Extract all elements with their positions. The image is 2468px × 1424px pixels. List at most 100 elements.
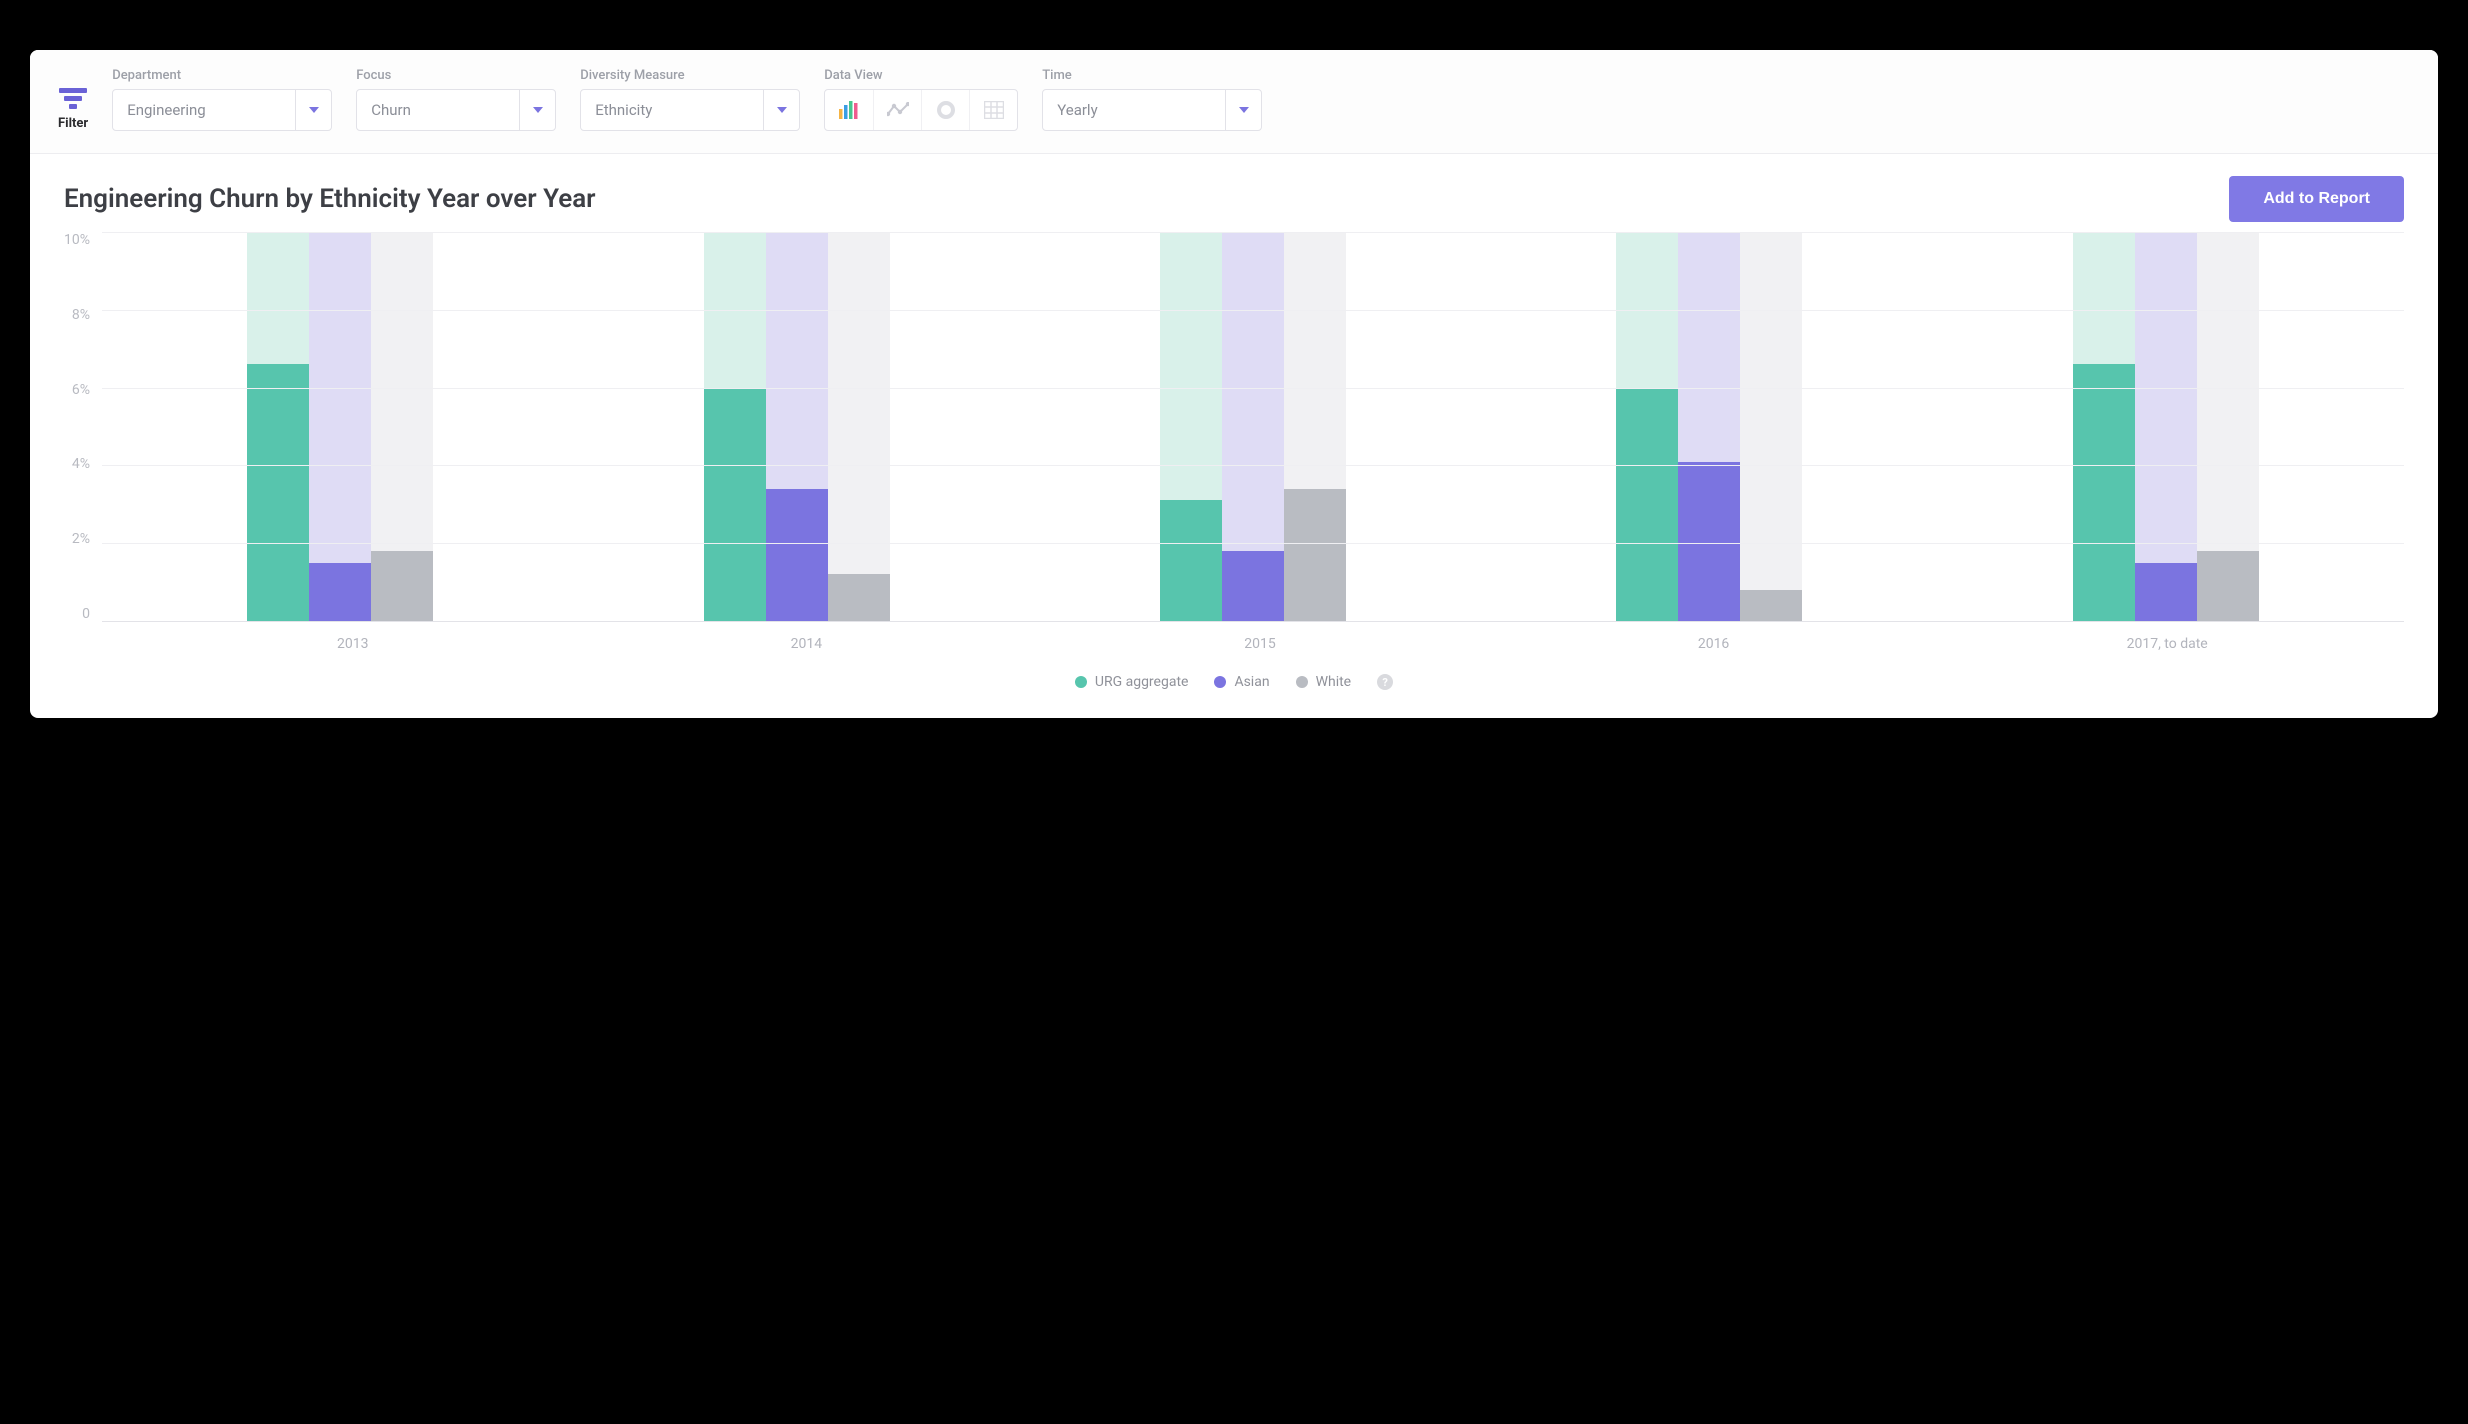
bar — [2135, 563, 2197, 621]
legend-label: URG aggregate — [1095, 674, 1189, 690]
bar-group — [704, 232, 890, 621]
bar-groups — [102, 232, 2404, 621]
legend-swatch — [1296, 676, 1308, 688]
bar — [1284, 489, 1346, 621]
bar-column — [704, 232, 766, 621]
chart-container: Engineering Churn by Ethnicity Year over… — [30, 154, 2438, 718]
x-tick-label: 2015 — [1167, 636, 1353, 652]
bar-column — [1160, 232, 1222, 621]
chevron-down-icon — [763, 90, 799, 130]
y-tick-label: 10% — [64, 232, 90, 248]
bar — [766, 489, 828, 621]
bar-chart-icon — [839, 101, 859, 119]
focus-select-value: Churn — [357, 90, 519, 130]
y-tick-label: 0 — [82, 606, 90, 622]
department-select-value: Engineering — [113, 90, 295, 130]
legend-item: URG aggregate — [1075, 674, 1189, 690]
legend-item: White — [1296, 674, 1352, 690]
table-icon — [984, 101, 1004, 119]
y-tick-label: 8% — [72, 307, 90, 323]
chart-plot — [102, 232, 2404, 622]
bar — [2197, 551, 2259, 621]
filter-icon — [59, 88, 87, 110]
donut-chart-icon — [936, 100, 956, 120]
chart-body: 10% 8% 6% 4% 2% 0 — [64, 232, 2404, 622]
filter-time-label: Time — [1042, 68, 1262, 83]
bar — [704, 388, 766, 621]
diversity-select[interactable]: Ethnicity — [580, 89, 800, 131]
bar-column — [309, 232, 371, 621]
add-to-report-button[interactable]: Add to Report — [2229, 176, 2404, 222]
legend-help-icon[interactable]: ? — [1377, 674, 1393, 690]
filter-focus: Focus Churn — [356, 68, 556, 131]
filter-diversity-label: Diversity Measure — [580, 68, 800, 83]
filter-department-label: Department — [112, 68, 332, 83]
chevron-down-icon — [295, 90, 331, 130]
bar-column — [1222, 232, 1284, 621]
filter-dataview: Data View — [824, 68, 1018, 131]
legend-label: White — [1316, 674, 1352, 690]
filter-time: Time Yearly — [1042, 68, 1262, 131]
filter-dataview-label: Data View — [824, 68, 1018, 83]
y-axis: 10% 8% 6% 4% 2% 0 — [64, 232, 102, 622]
time-select[interactable]: Yearly — [1042, 89, 1262, 131]
filter-section-label: Filter — [58, 116, 88, 131]
focus-select[interactable]: Churn — [356, 89, 556, 131]
bar-column — [1616, 232, 1678, 621]
bar-background — [828, 232, 890, 621]
legend-swatch — [1214, 676, 1226, 688]
dashboard-panel: Filter Department Engineering Focus Chur… — [30, 50, 2438, 718]
bar-group — [2073, 232, 2259, 621]
bar — [371, 551, 433, 621]
dataview-toggle — [824, 89, 1018, 131]
bar — [2073, 364, 2135, 621]
bar-column — [247, 232, 309, 621]
bar — [1678, 462, 1740, 621]
bar — [1616, 388, 1678, 621]
bar — [1222, 551, 1284, 621]
grid-line — [102, 465, 2404, 466]
time-select-value: Yearly — [1043, 90, 1225, 130]
bar — [828, 574, 890, 621]
bar-background — [1740, 232, 1802, 621]
department-select[interactable]: Engineering — [112, 89, 332, 131]
chevron-down-icon — [1225, 90, 1261, 130]
bar-group — [1616, 232, 1802, 621]
x-tick-label: 2014 — [713, 636, 899, 652]
x-tick-label: 2017, to date — [2074, 636, 2260, 652]
bar-column — [766, 232, 828, 621]
bar-column — [1740, 232, 1802, 621]
y-tick-label: 6% — [72, 382, 90, 398]
diversity-select-value: Ethnicity — [581, 90, 763, 130]
y-tick-label: 4% — [72, 456, 90, 472]
bar-column — [2197, 232, 2259, 621]
bar — [1740, 590, 1802, 621]
dataview-donut-button[interactable] — [921, 90, 969, 130]
bar-column — [2073, 232, 2135, 621]
x-tick-label: 2016 — [1621, 636, 1807, 652]
grid-line — [102, 543, 2404, 544]
x-axis: 20132014201520162017, to date — [116, 622, 2404, 652]
dataview-line-button[interactable] — [873, 90, 921, 130]
grid-line — [102, 310, 2404, 311]
y-tick-label: 2% — [72, 531, 90, 547]
bar-column — [371, 232, 433, 621]
legend-label: Asian — [1234, 674, 1269, 690]
bar-group — [247, 232, 433, 621]
chart-header: Engineering Churn by Ethnicity Year over… — [64, 176, 2404, 222]
bar-column — [1284, 232, 1346, 621]
bar-column — [1678, 232, 1740, 621]
grid-line — [102, 232, 2404, 233]
chevron-down-icon — [519, 90, 555, 130]
filter-bar: Filter Department Engineering Focus Chur… — [30, 50, 2438, 154]
bar — [1160, 500, 1222, 621]
dataview-bar-button[interactable] — [825, 90, 873, 130]
dataview-table-button[interactable] — [969, 90, 1017, 130]
filter-department: Department Engineering — [112, 68, 332, 131]
legend-item: Asian — [1214, 674, 1269, 690]
filter-section: Filter — [58, 82, 88, 131]
grid-line — [102, 388, 2404, 389]
legend-swatch — [1075, 676, 1087, 688]
bar-column — [828, 232, 890, 621]
chart-title: Engineering Churn by Ethnicity Year over… — [64, 184, 596, 214]
